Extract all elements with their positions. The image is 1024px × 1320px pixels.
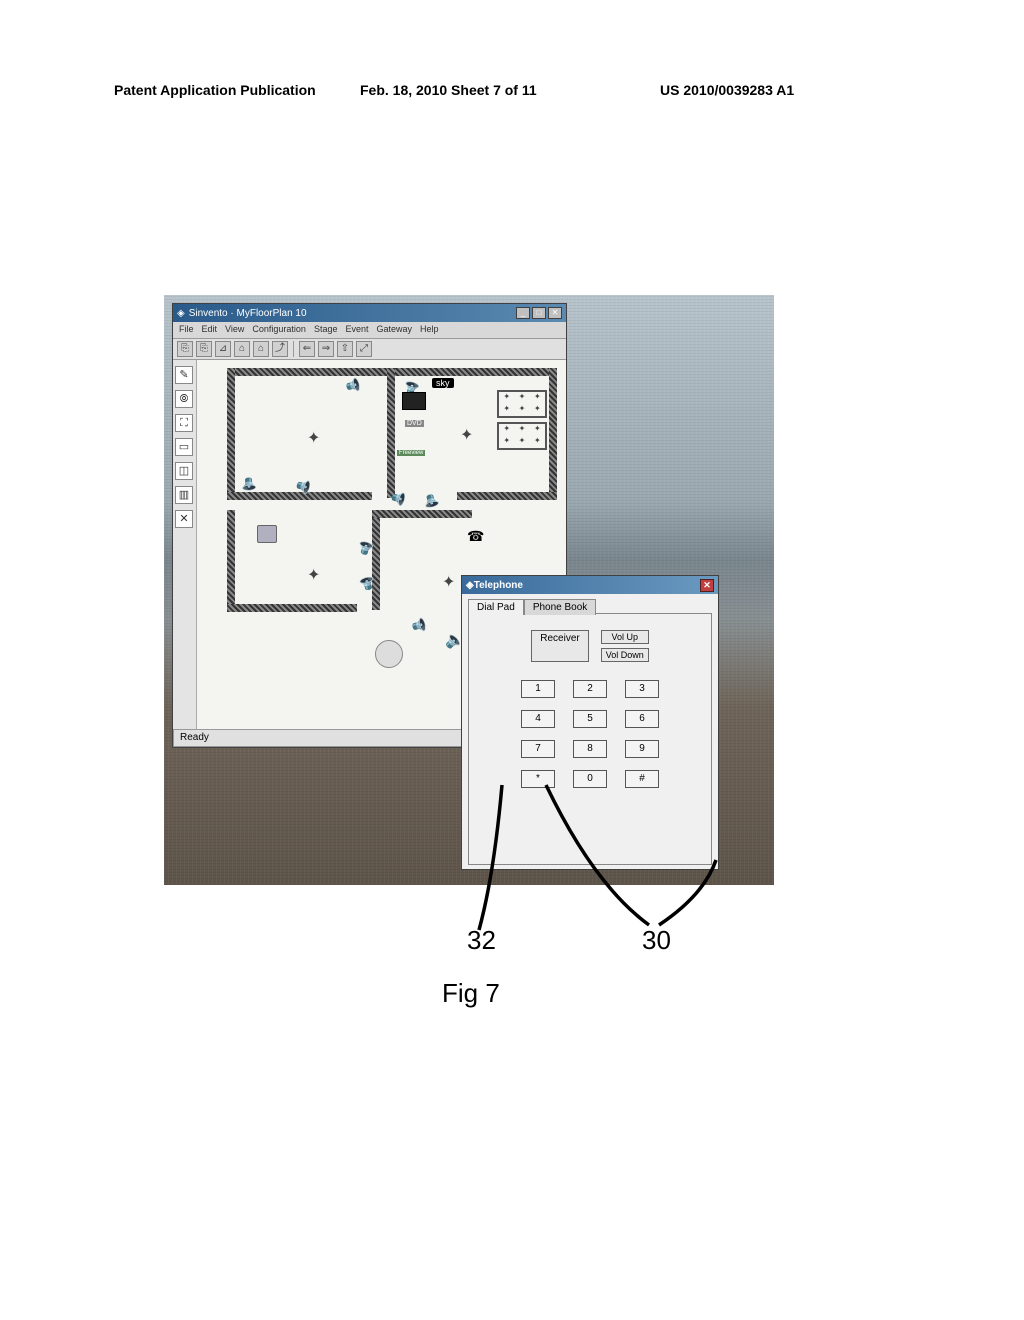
left-toolbox: ✎ ⦾ ⛶ ▭ ◫ ▥ ✕ [173, 360, 197, 729]
dial-pad: 1 2 3 4 5 6 7 8 9 * 0 # [483, 680, 697, 788]
telephone-titlebar: ◈ Telephone ✕ [462, 576, 718, 594]
keypad-icon[interactable]: ✦✦✦✦✦✦ [497, 422, 547, 450]
header-patent-number: US 2010/0039283 A1 [660, 82, 794, 98]
receiver-button[interactable]: Receiver [531, 630, 588, 662]
main-window-title: Sinvento · MyFloorPlan 10 [189, 308, 307, 319]
key-3[interactable]: 3 [625, 680, 659, 698]
toolbar-btn-copy[interactable]: ⎘ [177, 341, 193, 357]
key-star[interactable]: * [521, 770, 555, 788]
sky-label[interactable]: sky [432, 378, 454, 388]
menu-event[interactable]: Event [345, 324, 368, 336]
wall [227, 604, 357, 612]
wall [372, 510, 380, 610]
menu-edit[interactable]: Edit [202, 324, 218, 336]
light-fixture-icon[interactable] [375, 640, 403, 668]
header-publication: Patent Application Publication [114, 82, 316, 98]
toolbar-separator [293, 341, 294, 357]
speaker-icon[interactable]: 🔈 [409, 611, 436, 638]
menu-stage[interactable]: Stage [314, 324, 338, 336]
key-5[interactable]: 5 [573, 710, 607, 728]
wall [227, 510, 235, 610]
key-8[interactable]: 8 [573, 740, 607, 758]
figure-label: Fig 7 [442, 978, 500, 1009]
figure-screenshot: ◈ Sinvento · MyFloorPlan 10 _ □ ✕ File E… [164, 295, 774, 885]
toolbar-btn-3[interactable]: ⊿ [215, 341, 231, 357]
telephone-controls: Receiver Vol Up Vol Down [483, 630, 697, 662]
toolbar-btn-6[interactable]: ⤴ [272, 341, 288, 357]
toolbar-btn-10[interactable]: ⤢ [356, 341, 372, 357]
keypad-stack[interactable]: ✦✦✦✦✦✦ ✦✦✦✦✦✦ [497, 390, 547, 454]
main-titlebar: ◈ Sinvento · MyFloorPlan 10 _ □ ✕ [173, 304, 566, 322]
key-2[interactable]: 2 [573, 680, 607, 698]
vol-up-button[interactable]: Vol Up [601, 630, 649, 644]
freeview-label[interactable]: Freeview [397, 450, 425, 456]
tool-signal-icon[interactable]: ⦾ [175, 390, 193, 408]
wall [387, 368, 395, 498]
callout-32: 32 [467, 925, 496, 956]
close-button[interactable]: ✕ [548, 307, 562, 319]
key-9[interactable]: 9 [625, 740, 659, 758]
menu-file[interactable]: File [179, 324, 194, 336]
wall [549, 368, 557, 498]
minimize-button[interactable]: _ [516, 307, 530, 319]
menu-configuration[interactable]: Configuration [252, 324, 306, 336]
callout-30: 30 [642, 925, 671, 956]
tool-light-icon[interactable]: ⛶ [175, 414, 193, 432]
tool-pen-icon[interactable]: ✎ [175, 366, 193, 384]
telephone-close-button[interactable]: ✕ [700, 579, 714, 592]
key-hash[interactable]: # [625, 770, 659, 788]
header-date-sheet: Feb. 18, 2010 Sheet 7 of 11 [360, 82, 537, 98]
tv-icon[interactable] [402, 392, 426, 410]
fan-icon[interactable]: ✦ [307, 565, 320, 585]
vol-down-button[interactable]: Vol Down [601, 648, 649, 662]
tool-window-icon[interactable]: ◫ [175, 462, 193, 480]
toolbar-btn-forward[interactable]: ⇒ [318, 341, 334, 357]
toolbar-btn-5[interactable]: ⌂ [253, 341, 269, 357]
key-4[interactable]: 4 [521, 710, 555, 728]
tab-phone-book[interactable]: Phone Book [524, 599, 597, 615]
appliance-icon[interactable] [257, 525, 277, 543]
tool-delete-icon[interactable]: ✕ [175, 510, 193, 528]
toolbar-btn-4[interactable]: ⌂ [234, 341, 250, 357]
telephone-window: ◈ Telephone ✕ Dial Pad Phone Book Receiv… [461, 575, 719, 870]
telephone-icon: ◈ [466, 580, 474, 591]
tool-rect-icon[interactable]: ▭ [175, 438, 193, 456]
tool-grid-icon[interactable]: ▥ [175, 486, 193, 504]
status-text: Ready [180, 732, 209, 743]
toolbar-btn-back[interactable]: ⇐ [299, 341, 315, 357]
telephone-tabs: Dial Pad Phone Book [468, 598, 712, 614]
wall [227, 368, 235, 498]
toolbar-btn-paste[interactable]: ⎘ [196, 341, 212, 357]
dial-pad-panel: Receiver Vol Up Vol Down 1 2 3 4 5 6 7 8… [468, 613, 712, 865]
menu-view[interactable]: View [225, 324, 244, 336]
menu-gateway[interactable]: Gateway [376, 324, 412, 336]
menubar: File Edit View Configuration Stage Event… [173, 322, 566, 338]
menu-help[interactable]: Help [420, 324, 439, 336]
fan-icon[interactable]: ✦ [307, 428, 320, 448]
dvd-label[interactable]: DVD [405, 420, 424, 427]
telephone-icon[interactable]: ☎ [467, 528, 484, 545]
fan-icon[interactable]: ✦ [442, 572, 455, 592]
app-icon: ◈ [177, 308, 185, 319]
toolbar-btn-up[interactable]: ⇧ [337, 341, 353, 357]
key-0[interactable]: 0 [573, 770, 607, 788]
fan-icon[interactable]: ✦ [460, 425, 473, 445]
telephone-body: Dial Pad Phone Book Receiver Vol Up Vol … [462, 594, 718, 869]
maximize-button[interactable]: □ [532, 307, 546, 319]
telephone-title: Telephone [474, 580, 523, 591]
wall [457, 492, 557, 500]
tab-dial-pad[interactable]: Dial Pad [468, 599, 524, 615]
key-1[interactable]: 1 [521, 680, 555, 698]
toolbar: ⎘ ⎘ ⊿ ⌂ ⌂ ⤴ ⇐ ⇒ ⇧ ⤢ [173, 338, 566, 360]
key-6[interactable]: 6 [625, 710, 659, 728]
key-7[interactable]: 7 [521, 740, 555, 758]
keypad-icon[interactable]: ✦✦✦✦✦✦ [497, 390, 547, 418]
